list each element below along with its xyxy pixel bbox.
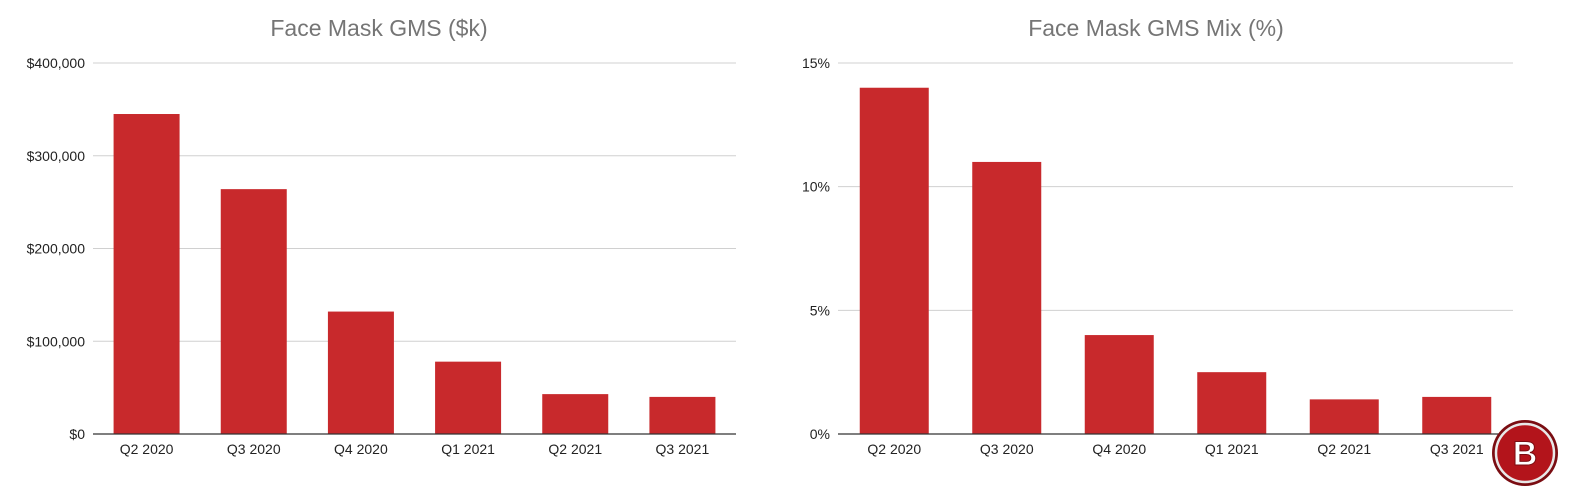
bar (972, 161, 1042, 434)
bar (859, 87, 929, 434)
y-tick-label: 5% (810, 302, 830, 318)
x-tick-label: Q3 2020 (980, 441, 1034, 457)
bar (1197, 372, 1267, 434)
x-tick-label: Q2 2020 (867, 441, 921, 457)
bar (113, 114, 180, 434)
x-tick-label: Q3 2020 (227, 441, 281, 457)
bar (649, 396, 716, 434)
bar (1422, 396, 1492, 434)
x-tick-label: Q3 2021 (656, 441, 710, 457)
bar (1084, 335, 1154, 434)
y-tick-label: $100,000 (27, 333, 86, 349)
y-tick-label: $300,000 (27, 148, 86, 164)
bar (435, 361, 502, 434)
logo-letter: B (1513, 435, 1538, 473)
bar (327, 311, 394, 434)
x-tick-label: Q4 2020 (334, 441, 388, 457)
y-tick-label: 10% (802, 179, 830, 195)
x-tick-label: Q1 2021 (1205, 441, 1259, 457)
y-tick-label: $400,000 (27, 55, 86, 71)
gms-chart: Face Mask GMS ($k) $0 $100,000 $200,000 $300… (27, 15, 736, 457)
y-tick-label: $200,000 (27, 241, 86, 257)
x-tick-label: Q2 2020 (120, 441, 174, 457)
x-tick-label: Q2 2021 (548, 441, 602, 457)
b-logo-icon: B (1492, 420, 1558, 486)
x-tick-label: Q2 2021 (1317, 441, 1371, 457)
chart-title: Face Mask GMS ($k) (270, 15, 487, 41)
chart-title: Face Mask GMS Mix (%) (1028, 15, 1284, 41)
bar (542, 394, 609, 434)
gms-mix-chart: Face Mask GMS Mix (%) 0% 5% 10% 15% Q2 2020 Q3… (802, 15, 1513, 457)
x-tick-label: Q4 2020 (1092, 441, 1146, 457)
bar (1309, 399, 1379, 434)
x-tick-label: Q1 2021 (441, 441, 495, 457)
x-tick-label: Q3 2021 (1430, 441, 1484, 457)
y-tick-label: $0 (69, 426, 85, 442)
y-tick-label: 15% (802, 55, 830, 71)
bar (220, 189, 287, 434)
y-tick-label: 0% (810, 426, 830, 442)
